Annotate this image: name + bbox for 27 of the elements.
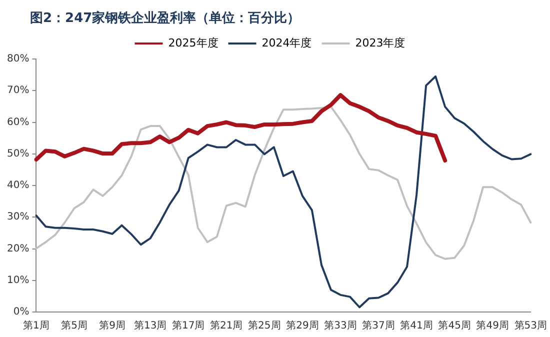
y-tick-label: 30%: [6, 212, 30, 223]
x-tick-label: 第21周: [210, 320, 243, 332]
legend-label: 2024年度: [262, 36, 312, 50]
legend-label: 2023年度: [355, 36, 406, 50]
y-tick-label: 70%: [6, 85, 30, 96]
x-tick-label: 第5周: [61, 320, 88, 332]
x-tick-label: 第45周: [438, 320, 471, 332]
x-tick-label: 第29周: [286, 320, 319, 332]
y-tick-label: 60%: [6, 116, 30, 128]
x-tick-label: 第33周: [324, 320, 357, 332]
x-tick-label: 第25周: [248, 320, 281, 332]
x-tick-label: 第9周: [99, 320, 126, 332]
x-tick-label: 第37周: [362, 320, 395, 332]
x-tick-label: 第1周: [23, 320, 50, 332]
y-tick-label: 80%: [6, 54, 30, 65]
y-tick-label: 0%: [13, 306, 30, 318]
chart-title: 图2：247家钢铁企业盈利率（单位：百分比）: [29, 10, 302, 28]
x-tick-label: 第13周: [134, 320, 167, 332]
y-tick-label: 40%: [6, 180, 30, 192]
x-tick-label: 第53周: [514, 320, 548, 332]
y-tick-label: 10%: [6, 274, 30, 286]
x-tick-label: 第41周: [400, 320, 433, 332]
x-tick-label: 第49周: [476, 320, 509, 332]
y-tick-label: 50%: [6, 148, 30, 160]
legend-label: 2025年度: [168, 36, 218, 50]
y-tick-label: 20%: [6, 243, 30, 254]
x-tick-label: 第17周: [172, 320, 205, 332]
